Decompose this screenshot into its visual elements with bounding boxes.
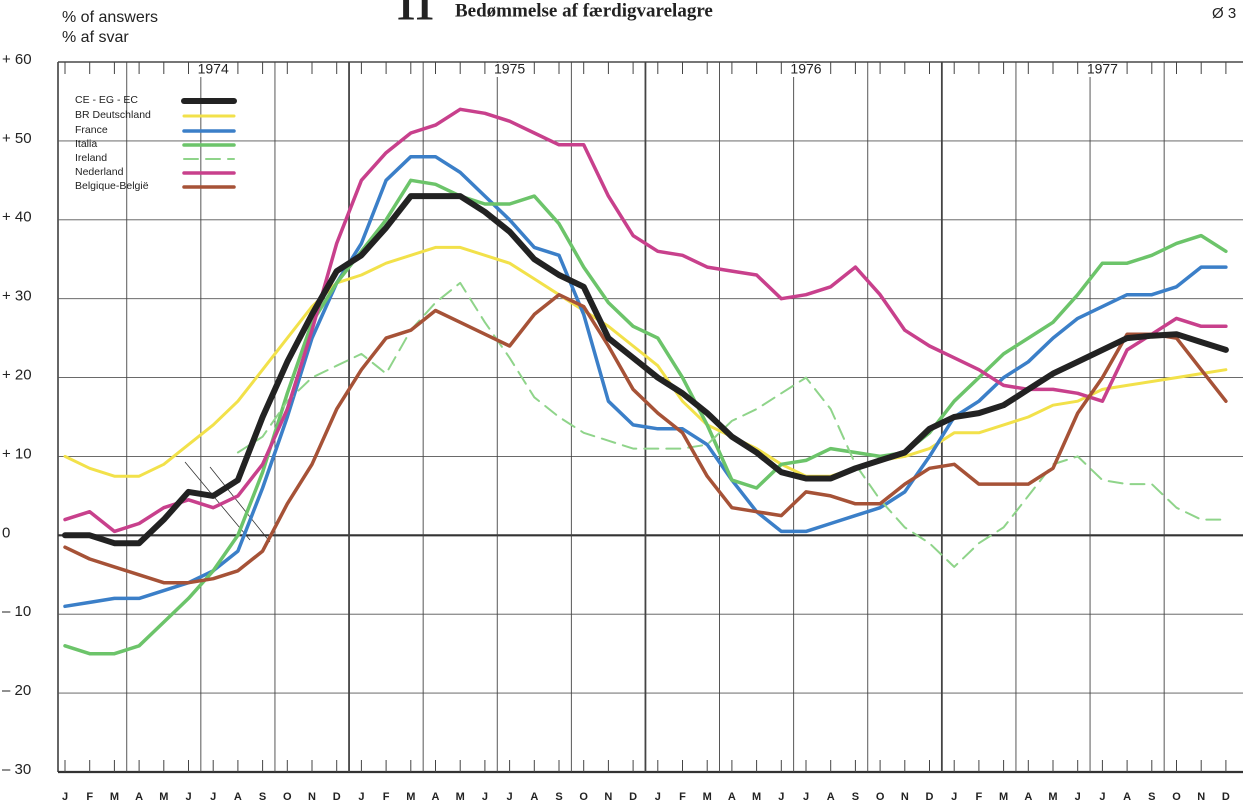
series-line (236, 281, 1227, 568)
x-tick-label: A (1123, 791, 1131, 803)
year-label: 1975 (494, 61, 525, 77)
x-tick-label: J (482, 791, 488, 803)
x-tick-label: M (456, 791, 465, 803)
x-tick-label: J (507, 791, 513, 803)
x-tick-label: J (62, 791, 68, 803)
x-tick-label: J (1075, 791, 1081, 803)
year-label: 1976 (790, 61, 821, 77)
x-tick-label: M (1048, 791, 1057, 803)
y-tick-label: + 30 (2, 288, 32, 305)
x-tick-label: S (259, 791, 266, 803)
legend-label: Nederland (75, 166, 124, 178)
legend-label: CE - EG - EC (75, 94, 138, 106)
x-tick-label: J (358, 791, 364, 803)
x-tick-label: D (629, 791, 637, 803)
x-tick-label: M (110, 791, 119, 803)
y-tick-label: + 10 (2, 445, 32, 462)
x-tick-label: J (655, 791, 661, 803)
x-tick-label: J (185, 791, 191, 803)
legend-label: Belgique-België (75, 180, 149, 192)
x-tick-label: D (926, 791, 934, 803)
year-box (493, 63, 526, 77)
x-tick-label: A (234, 791, 242, 803)
x-tick-label: A (1024, 791, 1032, 803)
x-tick-label: S (852, 791, 859, 803)
x-tick-label: D (333, 791, 341, 803)
y-tick-label: + 40 (2, 209, 32, 226)
x-tick-label: J (803, 791, 809, 803)
x-tick-label: O (876, 791, 885, 803)
x-tick-label: M (406, 791, 415, 803)
x-tick-label: N (308, 791, 316, 803)
x-tick-label: J (951, 791, 957, 803)
x-tick-label: N (901, 791, 909, 803)
y-tick-label: + 50 (2, 130, 32, 147)
y-tick-label: + 60 (2, 51, 32, 68)
series-line (63, 178, 1228, 656)
x-tick-label: A (728, 791, 736, 803)
y-tick-label: + 20 (2, 367, 32, 384)
break-mark (209, 466, 271, 543)
chart-subtitle: Bedømmelse af færdigvarelagre (455, 0, 713, 21)
break-mark (184, 461, 251, 541)
legend-label: BR Deutschland (75, 109, 151, 121)
x-tick-label: M (159, 791, 168, 803)
year-label: 1977 (1087, 61, 1118, 77)
x-tick-label: A (135, 791, 143, 803)
series-line (63, 245, 1228, 478)
series-line (63, 154, 1228, 609)
x-tick-label: S (1148, 791, 1155, 803)
x-tick-label: O (283, 791, 292, 803)
x-tick-label: F (679, 791, 686, 803)
x-tick-label: J (1099, 791, 1105, 803)
x-tick-label: D (1222, 791, 1230, 803)
x-tick-label: N (604, 791, 612, 803)
x-tick-label: O (1172, 791, 1181, 803)
x-tick-label: N (1197, 791, 1205, 803)
year-box (790, 63, 822, 77)
y-axis-label: % af svar (62, 29, 129, 46)
y-tick-label: – 10 (2, 603, 31, 620)
y-tick-label: – 30 (2, 761, 31, 778)
series-line (63, 292, 1228, 585)
y-tick-label: – 20 (2, 682, 31, 699)
legend-label: Ireland (75, 152, 107, 164)
x-tick-label: S (555, 791, 562, 803)
corner-note: Ø 3 (1212, 5, 1236, 22)
series-line (62, 193, 1229, 547)
year-label: 1974 (198, 61, 229, 77)
chart-title: 11 (395, 0, 435, 30)
x-tick-label: F (86, 791, 93, 803)
x-tick-label: O (579, 791, 588, 803)
x-tick-label: M (999, 791, 1008, 803)
x-tick-label: A (432, 791, 440, 803)
year-box (1086, 63, 1119, 77)
year-box (197, 63, 230, 77)
x-tick-label: M (752, 791, 761, 803)
x-tick-label: J (778, 791, 784, 803)
y-axis-label: % of answers (62, 9, 158, 26)
x-tick-label: M (703, 791, 712, 803)
x-tick-label: J (210, 791, 216, 803)
x-tick-label: F (383, 791, 390, 803)
legend-label: France (75, 124, 108, 136)
x-tick-label: F (976, 791, 983, 803)
x-tick-label: A (530, 791, 538, 803)
y-tick-label: 0 (2, 524, 10, 541)
x-tick-label: A (827, 791, 835, 803)
legend-label: Italia (75, 138, 97, 150)
